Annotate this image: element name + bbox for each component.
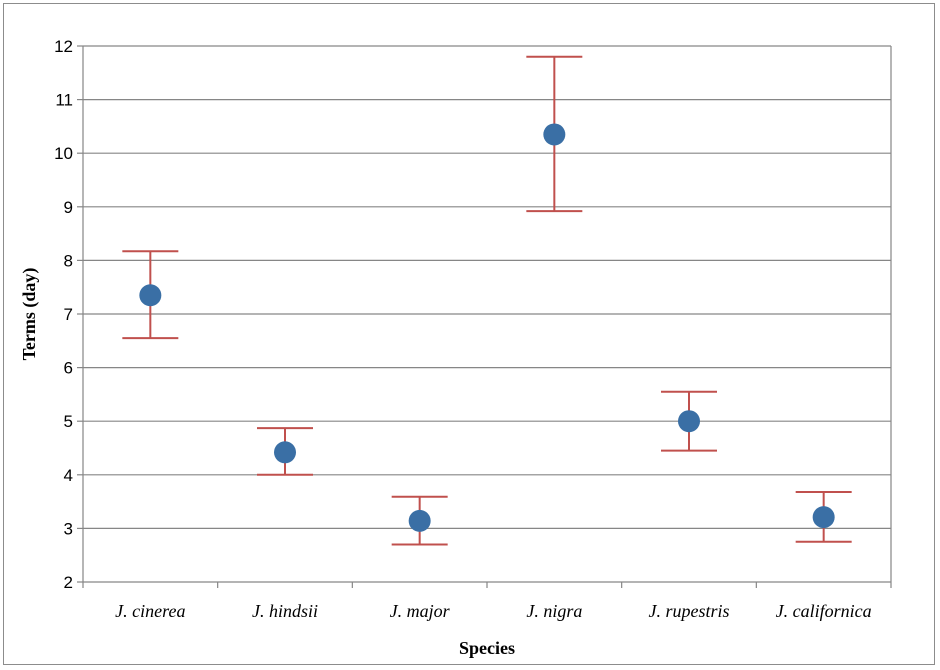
y-tick-label-9: 9 [64,198,73,217]
data-point [274,441,296,464]
axes [77,45,892,588]
x-axis-title: Species [459,638,515,658]
y-tick-label-4: 4 [64,466,73,485]
x-tick-label: J. nigra [526,601,582,621]
error-bars [122,55,852,546]
y-tick-label-12: 12 [54,37,73,56]
y-tick-label-11: 11 [55,91,73,110]
y-tick-label-3: 3 [64,519,73,538]
x-tick-label: J. rupestris [649,601,730,621]
data-point [812,506,835,529]
gridlines [83,45,892,582]
x-tick-label: J. cinerea [115,601,185,621]
y-tick-label-6: 6 [64,359,73,378]
data-point [543,123,566,146]
y-tick-label-7: 7 [64,305,73,324]
x-tick-label: J. major [390,601,451,621]
y-tick-label-10: 10 [54,144,73,163]
data-point [139,284,162,307]
y-tick-label-8: 8 [64,251,73,270]
data-point [678,410,700,433]
y-axis-title: Terms (day) [19,268,40,361]
data-point [408,509,431,532]
data-points [139,123,835,532]
x-tick-labels: J. cinerea J. hindsii J. major J. nigra J. r… [115,601,871,621]
x-tick-label: J. californica [776,601,872,621]
y-tick-label-2: 2 [64,573,73,592]
y-tick-label-5: 5 [64,412,73,431]
y-tick-labels: 2 3 4 5 6 7 8 9 10 11 12 [54,37,73,592]
x-tick-label: J. hindsii [252,601,318,621]
chart-frame [3,3,935,665]
